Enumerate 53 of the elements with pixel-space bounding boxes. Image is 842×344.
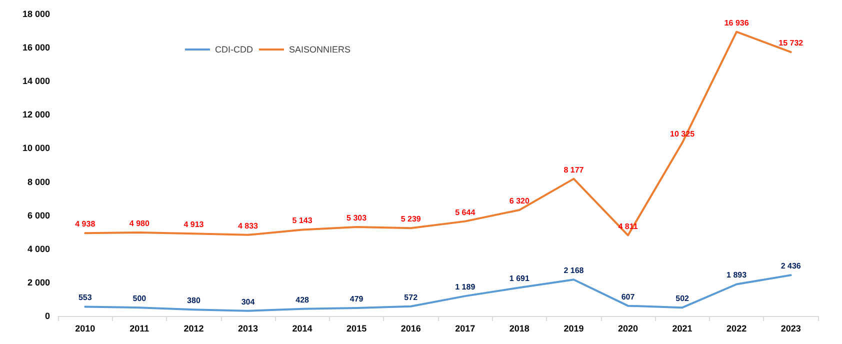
data-label: 479 [350,294,364,304]
y-tick-label: 0 [44,311,50,321]
x-tick-label: 2011 [130,324,150,334]
data-label: 2 168 [564,266,584,276]
x-tick-label: 2012 [184,324,204,334]
x-tick-label: 2015 [346,324,367,334]
x-tick-label: 2016 [400,324,421,334]
x-tick-label: 2018 [509,324,530,334]
data-label: 4 980 [129,218,150,228]
x-tick-label: 2020 [618,324,638,334]
data-label: 553 [78,293,92,302]
x-tick-label: 2017 [455,324,476,334]
x-tick-label: 2019 [564,324,584,334]
data-label: 6 320 [509,196,530,206]
y-tick-label: 16 000 [22,42,50,53]
data-label: 5 143 [292,216,313,226]
data-label: 1 189 [455,282,476,292]
y-tick-label: 6 000 [27,210,50,220]
x-tick-label: 2014 [292,324,312,334]
data-label: 5 644 [455,208,476,217]
data-label: 1 691 [509,274,530,284]
line-series [84,30,792,236]
data-label: 15 732 [778,38,804,48]
y-tick-label: 4 000 [27,244,50,254]
data-label: 1 893 [726,270,748,280]
data-label: 16 936 [724,18,750,28]
y-tick-label: 8 000 [27,176,50,187]
data-label: 500 [132,294,147,304]
data-label: 5 239 [400,214,422,224]
y-tick-label: 14 000 [22,76,50,86]
y-tick-label: 10 000 [22,143,50,154]
legend-label: SAISONNIERS [288,44,351,54]
data-label: 304 [241,297,256,306]
x-tick-label: 2023 [780,324,801,334]
x-tick-label: 2010 [75,324,96,334]
legend-label: CDI-CDD [215,44,254,54]
x-tick-label: 2013 [238,324,258,334]
data-label: 4 913 [184,220,204,230]
data-label: 4 938 [75,220,96,229]
data-label: 502 [676,294,690,304]
x-tick-label: 2021 [672,324,692,334]
x-tick-label: 2022 [726,324,747,334]
data-label: 428 [296,295,310,304]
data-label: 8 177 [564,165,584,174]
data-label: 380 [187,296,201,306]
data-label: 2 436 [780,262,802,271]
data-label: 607 [621,292,636,302]
y-tick-label: 2 000 [27,277,50,288]
y-tick-label: 12 000 [22,110,50,120]
data-label: 4 833 [238,221,259,230]
y-tick-label: 18 000 [22,9,50,19]
data-label: 572 [404,292,418,302]
data-label: 5 303 [346,214,368,223]
